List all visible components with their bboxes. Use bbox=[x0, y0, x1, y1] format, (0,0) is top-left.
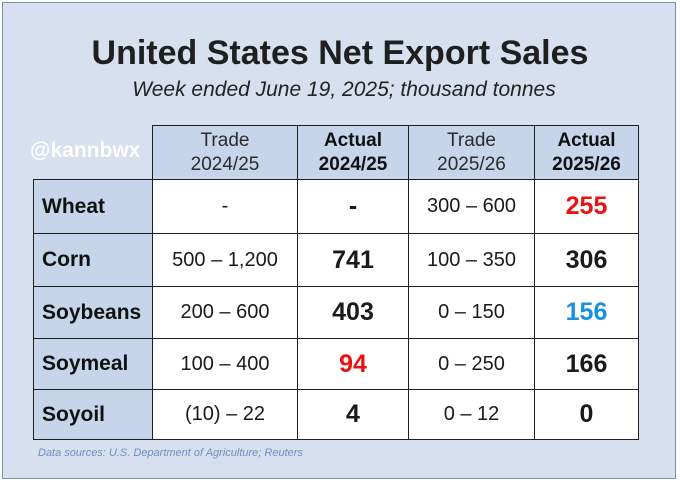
actual-2526-cell: 0 bbox=[534, 389, 639, 440]
actual-2526-cell: 255 bbox=[534, 179, 639, 234]
col-header-line2: 2024/25 bbox=[318, 153, 388, 175]
trade-2526-cell: 0 – 250 bbox=[408, 338, 535, 390]
corner-cell bbox=[34, 126, 153, 180]
row-label: Soyoil bbox=[33, 389, 153, 440]
actual-2425-cell: 741 bbox=[297, 233, 409, 287]
trade-2425-cell: (10) – 22 bbox=[152, 389, 298, 440]
table-row-soyoil: Soyoil (10) – 22 4 0 – 12 0 bbox=[33, 389, 639, 440]
watermark-handle: @kannbwx bbox=[30, 139, 141, 162]
actual-2425-cell: 403 bbox=[297, 286, 409, 339]
col-header-line1: Actual bbox=[323, 129, 383, 151]
col-header-line1: Actual bbox=[557, 129, 616, 151]
data-sources-footnote: Data sources: U.S. Department of Agricul… bbox=[38, 447, 303, 459]
actual-2425-cell: 4 bbox=[297, 389, 409, 440]
trade-2425-cell: 200 – 600 bbox=[152, 286, 298, 339]
trade-2526-cell: 0 – 12 bbox=[408, 389, 535, 440]
row-label: Corn bbox=[33, 233, 153, 287]
page-subtitle: Week ended June 19, 2025; thousand tonne… bbox=[132, 78, 556, 101]
trade-2526-cell: 300 – 600 bbox=[408, 179, 535, 234]
col-header-actual-2425: Actual 2024/25 bbox=[297, 125, 409, 180]
table-row-soybeans: Soybeans 200 – 600 403 0 – 150 156 bbox=[33, 286, 639, 339]
trade-2526-cell: 0 – 150 bbox=[408, 286, 535, 339]
table-row-wheat: Wheat - - 300 – 600 255 bbox=[33, 179, 639, 234]
trade-2425-cell: 500 – 1,200 bbox=[152, 233, 298, 287]
actual-2425-cell: 94 bbox=[297, 338, 409, 390]
trade-2425-cell: - bbox=[152, 179, 298, 234]
table-row-soymeal: Soymeal 100 – 400 94 0 – 250 166 bbox=[33, 338, 639, 390]
table-row-corn: Corn 500 – 1,200 741 100 – 350 306 bbox=[33, 233, 639, 287]
col-header-line2: 2025/26 bbox=[552, 153, 621, 175]
row-label: Wheat bbox=[33, 179, 153, 234]
row-label: Soybeans bbox=[33, 286, 153, 339]
trade-2425-cell: 100 – 400 bbox=[152, 338, 298, 390]
col-header-line2: 2024/25 bbox=[190, 153, 260, 175]
export-sales-table: Trade 2024/25 Actual 2024/25 Trade 2025/… bbox=[33, 125, 639, 440]
col-header-actual-2526: Actual 2025/26 bbox=[534, 125, 639, 180]
trade-2526-cell: 100 – 350 bbox=[408, 233, 535, 287]
actual-2425-cell: - bbox=[297, 179, 409, 234]
actual-2526-cell: 156 bbox=[534, 286, 639, 339]
col-header-trade-2526: Trade 2025/26 bbox=[408, 125, 535, 180]
row-label: Soymeal bbox=[33, 338, 153, 390]
actual-2526-cell: 306 bbox=[534, 233, 639, 287]
actual-2526-cell: 166 bbox=[534, 338, 639, 390]
col-header-line1: Trade bbox=[200, 129, 250, 151]
col-header-line1: Trade bbox=[447, 129, 496, 151]
page-title: United States Net Export Sales bbox=[91, 34, 589, 72]
col-header-line2: 2025/26 bbox=[437, 153, 506, 175]
header-row: Trade 2024/25 Actual 2024/25 Trade 2025/… bbox=[34, 125, 639, 180]
col-header-trade-2425: Trade 2024/25 bbox=[152, 125, 298, 180]
